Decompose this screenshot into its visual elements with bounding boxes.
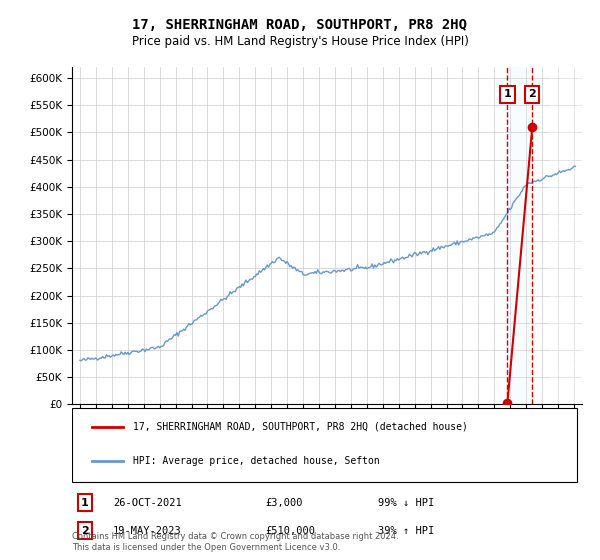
Text: £3,000: £3,000	[266, 498, 304, 507]
Text: HPI: Average price, detached house, Sefton: HPI: Average price, detached house, Seft…	[133, 455, 380, 465]
Bar	[550, 67, 582, 404]
Text: 17, SHERRINGHAM ROAD, SOUTHPORT, PR8 2HQ: 17, SHERRINGHAM ROAD, SOUTHPORT, PR8 2HQ	[133, 18, 467, 32]
Text: 2: 2	[529, 90, 536, 99]
Bar	[508, 67, 532, 404]
Text: 17, SHERRINGHAM ROAD, SOUTHPORT, PR8 2HQ (detached house): 17, SHERRINGHAM ROAD, SOUTHPORT, PR8 2HQ…	[133, 422, 468, 432]
FancyBboxPatch shape	[72, 408, 577, 482]
Text: 19-MAY-2023: 19-MAY-2023	[113, 526, 182, 536]
Text: Contains HM Land Registry data © Crown copyright and database right 2024.
This d: Contains HM Land Registry data © Crown c…	[72, 532, 398, 552]
Text: 2: 2	[81, 526, 89, 536]
Text: 26-OCT-2021: 26-OCT-2021	[113, 498, 182, 507]
Text: Price paid vs. HM Land Registry's House Price Index (HPI): Price paid vs. HM Land Registry's House …	[131, 35, 469, 49]
Text: 99% ↓ HPI: 99% ↓ HPI	[378, 498, 434, 507]
Text: 1: 1	[503, 90, 511, 99]
Text: 1: 1	[81, 498, 89, 507]
Text: £510,000: £510,000	[266, 526, 316, 536]
Text: 39% ↑ HPI: 39% ↑ HPI	[378, 526, 434, 536]
